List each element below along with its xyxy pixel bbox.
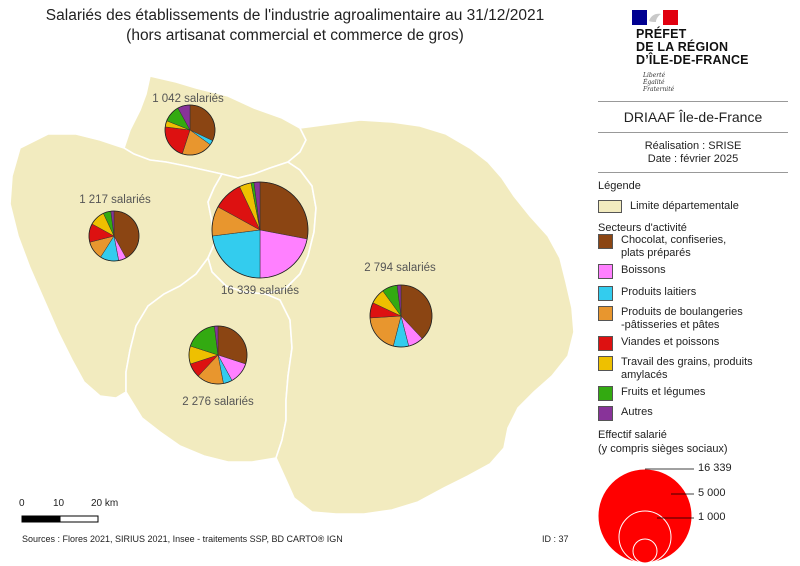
sector-label-line-1: Viandes et poissons	[621, 336, 720, 348]
sector-label-line-1: Fruits et légumes	[621, 386, 706, 398]
separator-mid	[598, 132, 788, 133]
sector-label: Autres	[621, 406, 653, 419]
dept-label-north: 1 042 salariés	[152, 93, 224, 105]
prefet-logo-text: PRÉFET DE LA RÉGION D’ÎLE-DE-FRANCE	[636, 28, 749, 67]
boundary-swatch	[598, 200, 622, 213]
sector-legend-item: Viandes et poissons	[598, 336, 719, 351]
sector-legend-item: Boissons	[598, 264, 666, 279]
sources-text: Sources : Flores 2021, SIRIUS 2021, Inse…	[22, 534, 343, 544]
size-label-5000: 5 000	[698, 487, 726, 499]
map-id: ID : 37	[542, 534, 569, 544]
title-line-1: Salariés des établissements de l'industr…	[45, 7, 545, 24]
sector-label: Produits laitiers	[621, 286, 696, 299]
dept-label-center: 16 339 salariés	[221, 285, 299, 297]
sector-label-line-1: Travail des grains, produits	[621, 356, 753, 368]
boundary-label: Limite départementale	[630, 200, 739, 212]
pie-chart	[188, 325, 248, 385]
size-circle-1000	[632, 538, 658, 564]
sector-label-line-1: Produits laitiers	[621, 286, 697, 298]
pie-outline	[164, 104, 216, 156]
sector-label-line-2: amylacés	[621, 369, 668, 381]
prefet-line-1: PRÉFET	[636, 27, 687, 41]
date-text: Date : février 2025	[647, 153, 739, 165]
pie-outline	[88, 210, 140, 262]
sector-swatch	[598, 386, 613, 401]
sector-label: Travail des grains, produits amylacés	[621, 356, 753, 382]
sector-label: Chocolat, confiseries, plats préparés	[621, 234, 726, 260]
sector-legend-item: Autres	[598, 406, 653, 421]
org-name: DRIAAF Île-de-France	[623, 109, 763, 125]
pie-chart	[211, 181, 309, 279]
devise-liberte: Liberté	[643, 72, 666, 79]
sector-legend-item: Fruits et légumes	[598, 386, 705, 401]
sector-swatch	[598, 234, 613, 249]
size-label-1000: 1 000	[698, 511, 726, 523]
sector-label: Viandes et poissons	[621, 336, 719, 349]
size-label-16339: 16 339	[698, 462, 732, 474]
separator-bottom	[598, 172, 788, 173]
sector-swatch	[598, 406, 613, 421]
devise-egalite: Égalité	[643, 79, 665, 86]
sector-swatch	[598, 336, 613, 351]
sector-label-line-2: -pâtisseries et pâtes	[621, 319, 720, 331]
sector-swatch	[598, 356, 613, 371]
map-title: Salariés des établissements de l'industr…	[0, 6, 590, 46]
pie-outline	[369, 284, 433, 348]
scale-label-10: 10	[53, 498, 65, 509]
size-title-1: Effectif salarié	[598, 429, 667, 441]
scale-label-0: 0	[19, 498, 25, 509]
pie-outline	[211, 181, 309, 279]
pie-charts-layer	[88, 104, 433, 385]
sector-label-line-1: Boissons	[621, 264, 666, 276]
sector-label: Boissons	[621, 264, 666, 277]
scale-label-20km: 20 km	[91, 498, 119, 509]
pie-outline	[188, 325, 248, 385]
legend-boundary: Limite départementale	[598, 200, 739, 213]
prefet-line-3: D’ÎLE-DE-FRANCE	[636, 53, 749, 67]
dept-label-east: 2 794 salariés	[364, 262, 436, 274]
devise: Liberté Égalité Fraternité	[643, 72, 674, 93]
sector-label-line-1: Autres	[621, 406, 653, 418]
size-legend	[597, 468, 694, 564]
republique-flag-icon	[632, 10, 678, 25]
sectors-title: Secteurs d'activité	[598, 222, 687, 234]
separator-top	[598, 101, 788, 102]
devise-fraternite: Fraternité	[643, 86, 675, 93]
title-line-2: (hors artisanat commercial et commerce d…	[126, 27, 464, 44]
realisation-block: Réalisation : SRISE Date : février 2025	[598, 140, 788, 166]
pie-chart	[164, 104, 216, 156]
scale-bar-segment-1	[21, 515, 61, 523]
pie-chart	[88, 210, 140, 262]
dept-label-south: 2 276 salariés	[182, 396, 254, 408]
sector-legend-item: Produits de boulangeries -pâtisseries et …	[598, 306, 743, 332]
sector-swatch	[598, 264, 613, 279]
sector-label-line-2: plats préparés	[621, 247, 691, 259]
legend-title: Légende	[598, 180, 641, 192]
prefet-line-2: DE LA RÉGION	[636, 40, 729, 54]
size-title-2: (y compris sièges sociaux)	[598, 443, 728, 455]
scale-bar	[21, 515, 99, 523]
realisation-text: Réalisation : SRISE	[644, 140, 742, 152]
sector-swatch	[598, 286, 613, 301]
sector-label-line-1: Chocolat, confiseries,	[621, 234, 727, 246]
sector-label: Produits de boulangeries -pâtisseries et …	[621, 306, 743, 332]
pie-chart	[369, 284, 433, 348]
sector-swatch	[598, 306, 613, 321]
sector-legend-item: Travail des grains, produits amylacés	[598, 356, 753, 382]
sector-legend-item: Produits laitiers	[598, 286, 696, 301]
scale-bar-segment-2	[59, 515, 99, 523]
sector-legend-item: Chocolat, confiseries, plats préparés	[598, 234, 726, 260]
sector-label-line-1: Produits de boulangeries	[621, 306, 743, 318]
sector-label: Fruits et légumes	[621, 386, 705, 399]
dept-label-west: 1 217 salariés	[79, 194, 151, 206]
